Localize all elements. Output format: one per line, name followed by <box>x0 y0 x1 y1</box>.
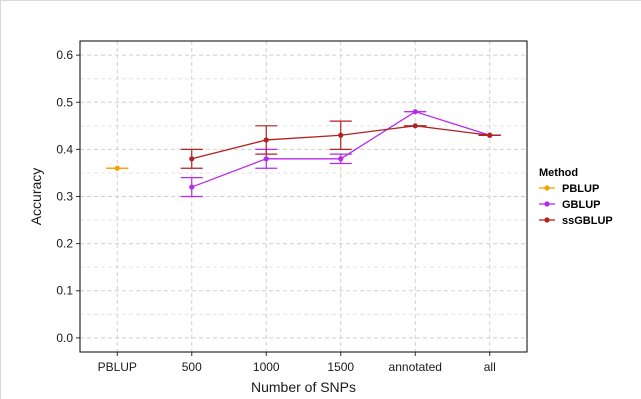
legend: Method PBLUP GBLUP ssGBLUP <box>539 167 613 227</box>
y-axis-ticks: 0.0 0.1 0.2 0.3 0.4 0.5 0.6 <box>56 48 80 345</box>
y-tick-label: 0.4 <box>56 142 73 156</box>
series-pblup <box>106 165 129 171</box>
y-tick-label: 0.6 <box>56 48 73 62</box>
data-point <box>114 165 120 171</box>
y-axis-title: Accuracy <box>28 168 44 226</box>
y-tick-label: 0.3 <box>56 190 73 204</box>
legend-key-point <box>544 185 550 191</box>
data-point <box>338 132 344 138</box>
x-tick-label: 1500 <box>327 360 354 374</box>
grid <box>80 41 527 352</box>
data-point <box>263 156 269 162</box>
data-point <box>412 109 418 115</box>
data-point <box>338 156 344 162</box>
data-point <box>487 132 493 138</box>
plot-panel-border <box>79 40 528 353</box>
data-point <box>189 156 195 162</box>
legend-key-point <box>544 217 550 223</box>
legend-label: GBLUP <box>562 199 601 211</box>
legend-key-point <box>544 201 550 207</box>
x-tick-label: PBLUP <box>98 360 137 374</box>
data-point <box>263 137 269 143</box>
series <box>106 109 501 198</box>
legend-title: Method <box>539 167 578 179</box>
y-tick-label: 0.0 <box>56 331 73 345</box>
x-tick-label: annotated <box>389 360 442 374</box>
y-tick-label: 0.5 <box>56 95 73 109</box>
x-tick-label: 500 <box>182 360 202 374</box>
y-tick-label: 0.2 <box>56 237 73 251</box>
x-tick-label: all <box>484 360 496 374</box>
x-tick-label: 1000 <box>253 360 280 374</box>
data-point <box>189 184 195 190</box>
legend-label: PBLUP <box>562 183 599 195</box>
series-ssgblup <box>180 120 501 169</box>
x-axis-ticks: PBLUP 500 1000 1500 annotated all <box>98 352 496 374</box>
legend-label: ssGBLUP <box>562 215 613 227</box>
data-point <box>412 123 418 129</box>
y-tick-label: 0.1 <box>56 284 73 298</box>
x-axis-title: Number of SNPs <box>251 379 356 395</box>
